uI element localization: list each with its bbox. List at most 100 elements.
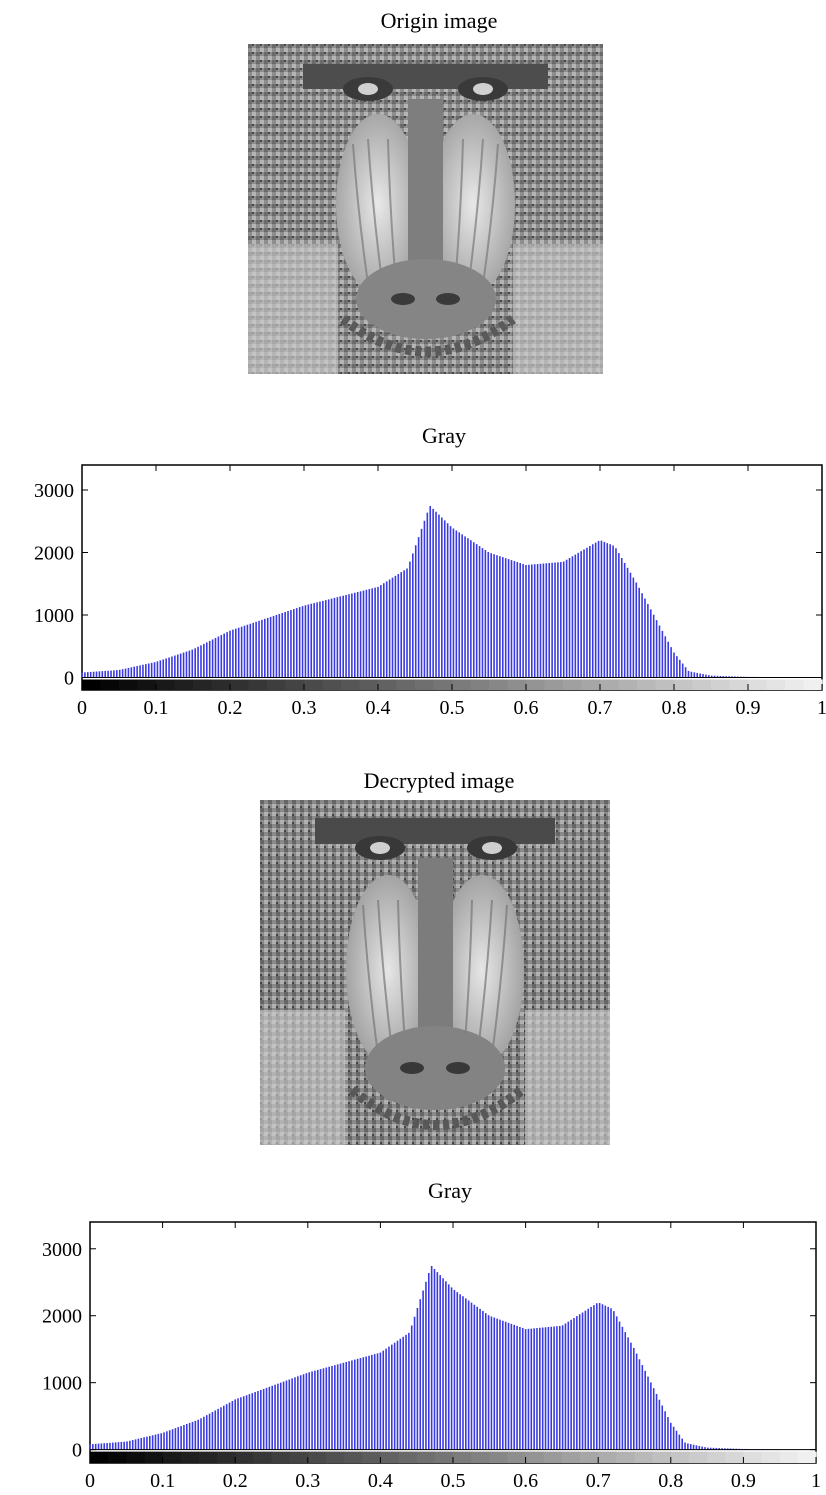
colorbar-segment bbox=[307, 1451, 327, 1463]
x-tick-label: 0.2 bbox=[218, 697, 243, 719]
colorbar-segment bbox=[325, 1451, 345, 1463]
colorbar-segment bbox=[433, 679, 453, 690]
histogram-2-title: Gray bbox=[428, 1178, 472, 1203]
colorbar-segment bbox=[674, 679, 694, 690]
y-tick-label: 3000 bbox=[42, 1239, 82, 1261]
plot-area bbox=[89, 1221, 817, 1464]
x-tick-label: 1 bbox=[811, 1470, 821, 1492]
colorbar-segment bbox=[748, 679, 768, 690]
y-tick-label: 0 bbox=[64, 668, 74, 690]
x-tick-label: 0.3 bbox=[295, 1470, 320, 1492]
plot-area bbox=[81, 464, 823, 691]
colorbar-segment bbox=[634, 1451, 654, 1463]
colorbar-segment bbox=[803, 679, 823, 690]
x-tick-label: 0.9 bbox=[731, 1470, 756, 1492]
colorbar-segment bbox=[563, 679, 583, 690]
baboon-face-picture bbox=[260, 800, 610, 1145]
colorbar-segment bbox=[470, 679, 490, 690]
colorbar-segment bbox=[253, 1451, 273, 1463]
gray-histogram-1: 0 0.1 0.2 0.3 0.4 0.5 0.6 0.7 0.8 0.9 1 0 1000 2000 30… bbox=[34, 464, 826, 719]
colorbar-segment bbox=[289, 1451, 309, 1463]
colorbar-segment bbox=[581, 679, 601, 690]
colorbar-segment bbox=[230, 679, 250, 690]
x-tick-label: 0.2 bbox=[223, 1470, 248, 1492]
colorbar-segment bbox=[174, 679, 194, 690]
colorbar-segment bbox=[380, 1451, 400, 1463]
colorbar-segment bbox=[707, 1451, 726, 1463]
colorbar-segment bbox=[144, 1451, 164, 1463]
x-tick-label: 1 bbox=[817, 697, 826, 719]
x-tick-label: 0.1 bbox=[144, 697, 169, 719]
colorbar-segment bbox=[156, 679, 176, 690]
colorbar-segment bbox=[779, 1451, 799, 1463]
colorbar-segment bbox=[618, 679, 638, 690]
baboon-face-picture bbox=[248, 44, 603, 374]
colorbar-segment bbox=[507, 1451, 527, 1463]
colorbar-segment bbox=[193, 679, 213, 690]
colorbar-segment bbox=[248, 679, 268, 690]
colorbar-segment bbox=[729, 679, 749, 690]
decrypted-image-title: Decrypted image bbox=[363, 768, 515, 793]
x-tick-label: 0.3 bbox=[292, 697, 317, 719]
colorbar-segment bbox=[600, 679, 620, 690]
colorbar-segment bbox=[507, 679, 527, 690]
colorbar-segment bbox=[453, 1451, 472, 1463]
y-tick-label: 3000 bbox=[34, 480, 74, 502]
colorbar-segment bbox=[761, 1451, 781, 1463]
colorbar-segment bbox=[359, 679, 379, 690]
x-tick-label: 0.7 bbox=[586, 1470, 611, 1492]
colorbar-segment bbox=[688, 1451, 708, 1463]
colorbar-segment bbox=[271, 1451, 291, 1463]
colorbar-segment bbox=[692, 679, 712, 690]
x-tick-label: 0 bbox=[85, 1470, 95, 1492]
colorbar-segment bbox=[452, 679, 472, 690]
colorbar-segment bbox=[561, 1451, 581, 1463]
decrypted-image bbox=[260, 800, 610, 1145]
histogram-bars bbox=[89, 1265, 814, 1450]
colorbar-segment bbox=[670, 1451, 690, 1463]
colorbar-segment bbox=[162, 1451, 182, 1463]
x-tick-label: 0.8 bbox=[658, 1470, 683, 1492]
colorbar-segment bbox=[544, 679, 564, 690]
colorbar-segment bbox=[580, 1451, 599, 1463]
y-tick-label: 1000 bbox=[34, 605, 74, 627]
origin-image bbox=[248, 44, 603, 374]
colorbar-segment bbox=[652, 1451, 672, 1463]
colorbar-segment bbox=[285, 679, 305, 690]
colorbar-segment bbox=[637, 679, 657, 690]
colorbar-segment bbox=[180, 1451, 200, 1463]
colorbar-segment bbox=[126, 1451, 146, 1463]
colorbar-segment bbox=[598, 1451, 617, 1463]
colorbar-segment bbox=[198, 1451, 218, 1463]
colorbar-segment bbox=[415, 679, 435, 690]
colorbar-segment bbox=[119, 679, 139, 690]
x-tick-label: 0.8 bbox=[662, 697, 687, 719]
colorbar-segment bbox=[543, 1451, 563, 1463]
y-tick-label: 0 bbox=[72, 1440, 82, 1462]
colorbar-segment bbox=[797, 1451, 817, 1463]
colorbar-segment bbox=[416, 1451, 436, 1463]
histogram-1-title: Gray bbox=[422, 423, 466, 448]
colorbar-segment bbox=[396, 679, 416, 690]
colorbar-segment bbox=[526, 679, 546, 690]
x-tick-label: 0 bbox=[77, 697, 87, 719]
colorbar-segment bbox=[108, 1451, 127, 1463]
colorbar-segment bbox=[434, 1451, 454, 1463]
colorbar-segment bbox=[655, 679, 675, 690]
x-tick-label: 0.6 bbox=[513, 1470, 538, 1492]
colorbar-segment bbox=[398, 1451, 418, 1463]
gray-histogram-2: 0 0.1 0.2 0.3 0.4 0.5 0.6 0.7 0.8 0.9 1 0 1000 2000 30… bbox=[42, 1221, 821, 1492]
y-tick-label: 2000 bbox=[34, 543, 74, 565]
colorbar-segment bbox=[211, 679, 231, 690]
colorbar-segment bbox=[471, 1451, 490, 1463]
x-tick-label: 0.5 bbox=[440, 697, 465, 719]
colorbar-segment bbox=[267, 679, 287, 690]
colorbar-segment bbox=[341, 679, 361, 690]
x-tick-label: 0.9 bbox=[736, 697, 761, 719]
colorbar-segment bbox=[322, 679, 342, 690]
colorbar-segment bbox=[785, 679, 805, 690]
x-tick-label: 0.5 bbox=[441, 1470, 466, 1492]
colorbar-segment bbox=[766, 679, 786, 690]
grayscale-colorbar bbox=[90, 1451, 817, 1463]
colorbar-segment bbox=[711, 679, 731, 690]
